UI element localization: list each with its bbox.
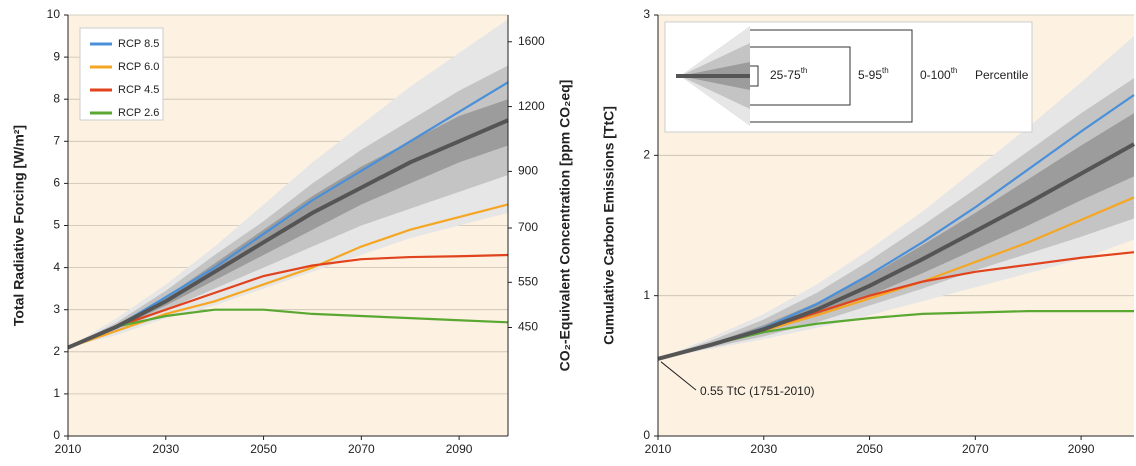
x-tick-label: 2010 xyxy=(645,442,672,456)
x-tick-label: 2010 xyxy=(55,442,82,456)
y-tick-label: 1 xyxy=(53,386,60,400)
series-line xyxy=(67,308,509,349)
y2-tick-label: 1600 xyxy=(518,34,545,48)
legend-band-label: 25-75th xyxy=(770,66,807,82)
y-tick-label: 4 xyxy=(53,260,60,274)
band-name: 0-100 xyxy=(920,68,951,82)
x-tick-label: 2090 xyxy=(446,442,473,456)
ordinal: th xyxy=(801,66,808,75)
y-tick-label: 3 xyxy=(643,7,650,21)
legend-label: RCP 8.5 xyxy=(118,38,159,50)
y-tick-label: 3 xyxy=(53,302,60,316)
y2-tick-label: 700 xyxy=(518,220,538,234)
legend-band-label: 0-100th xyxy=(920,66,957,82)
x-tick-label: 2030 xyxy=(750,442,777,456)
ordinal: th xyxy=(951,66,958,75)
y-tick-label: 10 xyxy=(47,7,61,21)
percentile-band xyxy=(68,19,508,348)
band-name: 5-95 xyxy=(858,68,882,82)
legend-label: RCP 6.0 xyxy=(118,61,159,73)
y-tick-label: 8 xyxy=(53,91,60,105)
x-tick-label: 2050 xyxy=(250,442,277,456)
y-tick-label: 9 xyxy=(53,49,60,63)
median-line xyxy=(657,142,1135,361)
y-tick-label: 1 xyxy=(643,288,650,302)
y2-tick-label: 450 xyxy=(518,320,538,334)
x-tick-label: 2050 xyxy=(856,442,883,456)
x-tick-label: 2070 xyxy=(348,442,375,456)
y2-axis-label: CO₂-Equivalent Concentration [ppm CO₂eq] xyxy=(557,80,573,372)
annotation: 0.55 TtC (1751-2010) xyxy=(700,384,815,398)
y-tick-label: 7 xyxy=(53,133,60,147)
y-tick-label: 2 xyxy=(643,148,650,162)
band-name: 25-75 xyxy=(770,68,801,82)
percentile-band xyxy=(68,99,508,348)
y-axis-label: Total Radiative Forcing [W/m²] xyxy=(11,125,27,326)
legend-bracket xyxy=(750,65,759,87)
legend-band-label: 5-95th xyxy=(858,66,889,82)
x-tick-label: 2070 xyxy=(962,442,989,456)
percentile-label: Percentile xyxy=(975,68,1029,82)
y2-tick-label: 1200 xyxy=(518,99,545,113)
y-tick-label: 0 xyxy=(53,428,60,442)
y-tick-label: 2 xyxy=(53,344,60,358)
annotation-leader xyxy=(660,361,697,391)
ordinal: th xyxy=(882,66,889,75)
y-axis-label: Cumulative Carbon Emissions [TtC] xyxy=(601,106,617,345)
y-tick-label: 0 xyxy=(643,428,650,442)
legend-bracket xyxy=(750,46,851,106)
x-tick-label: 2090 xyxy=(1068,442,1095,456)
x-tick-label: 2030 xyxy=(152,442,179,456)
y-tick-label: 5 xyxy=(53,218,60,232)
legend-bracket xyxy=(750,29,913,123)
legend-label: RCP 4.5 xyxy=(118,84,159,96)
legend-label: RCP 2.6 xyxy=(118,107,159,119)
y-tick-label: 6 xyxy=(53,176,60,190)
legend: RCP 8.5 RCP 6.0 RCP 4.5 RCP 2.6 xyxy=(79,27,164,121)
percentile-band xyxy=(68,65,508,348)
y2-tick-label: 900 xyxy=(518,164,538,178)
y2-tick-label: 550 xyxy=(518,274,538,288)
series-line xyxy=(67,253,509,349)
median-line xyxy=(67,118,509,350)
